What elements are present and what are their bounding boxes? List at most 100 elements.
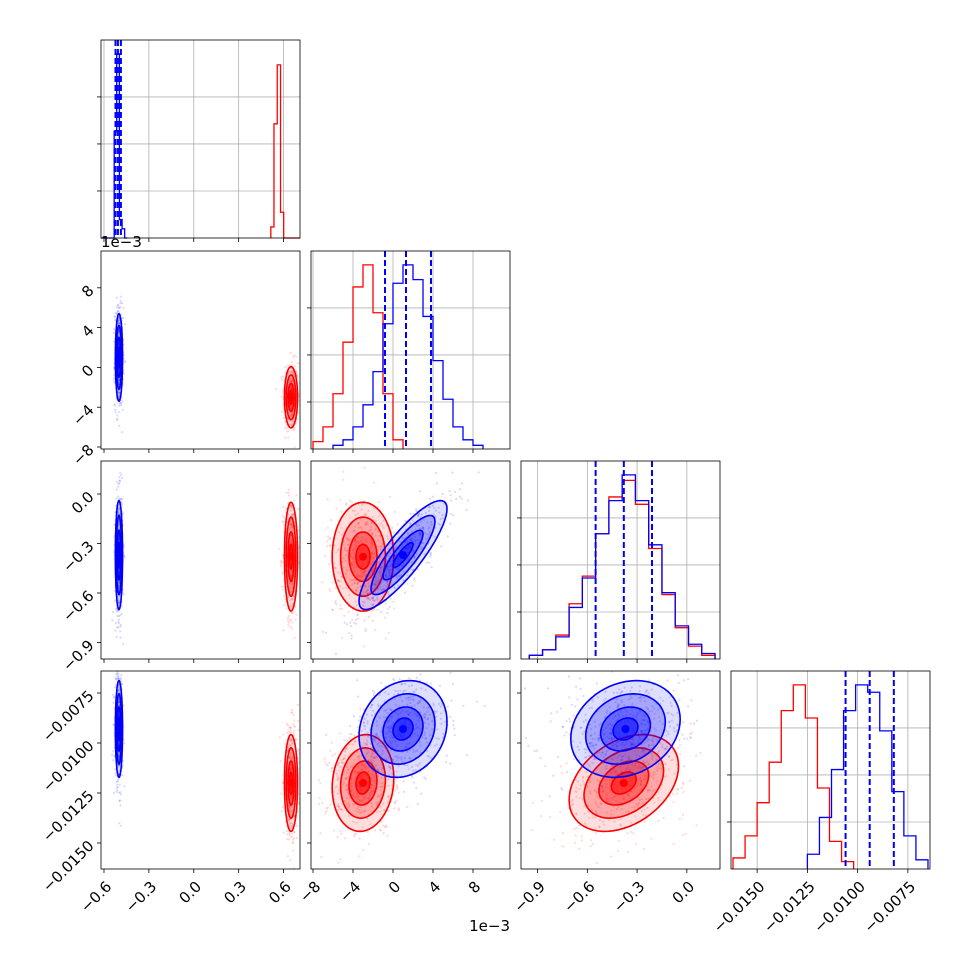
- sample-point-red: [353, 621, 356, 624]
- sample-point-blue: [417, 716, 420, 719]
- sample-point-blue: [378, 745, 381, 748]
- sample-point-red: [288, 380, 291, 383]
- sample-point-red: [622, 797, 625, 801]
- sample-point-red: [344, 748, 347, 751]
- sample-point-blue: [424, 737, 428, 740]
- sample-point-red: [393, 801, 396, 804]
- sample-point-blue: [379, 548, 382, 551]
- sample-point-red: [350, 778, 353, 781]
- sample-point-red: [367, 530, 370, 533]
- sample-point-red: [289, 380, 292, 383]
- sample-point-blue: [117, 678, 120, 681]
- sample-point-blue: [653, 727, 656, 730]
- sample-point-red: [631, 796, 634, 799]
- contour-blue: [382, 529, 424, 581]
- contour-red: [339, 746, 387, 820]
- sample-point-red: [611, 797, 614, 800]
- sample-point-blue: [113, 695, 116, 698]
- sample-point-red: [651, 743, 654, 746]
- sample-point-red: [672, 793, 675, 796]
- sample-point-red: [598, 818, 602, 822]
- sample-point-red: [282, 629, 285, 632]
- sample-point-blue: [392, 722, 395, 725]
- sample-point-red: [350, 501, 353, 504]
- sample-point-blue: [409, 757, 412, 760]
- sample-point-red: [588, 779, 591, 782]
- sample-point-red: [597, 806, 600, 809]
- sample-point-blue: [117, 523, 120, 526]
- sample-point-red: [670, 759, 673, 762]
- sample-point-red: [337, 805, 340, 808]
- sample-point-blue: [361, 604, 365, 607]
- sample-point-blue: [417, 539, 420, 542]
- sample-point-blue: [373, 552, 376, 555]
- sample-point-red: [387, 631, 390, 635]
- sample-point-blue: [118, 411, 121, 414]
- sample-point-red: [292, 373, 295, 376]
- sample-point-red: [292, 355, 295, 358]
- sample-point-blue: [423, 734, 426, 737]
- sample-point-red: [298, 801, 300, 804]
- sample-point-red: [370, 521, 373, 525]
- sample-point-blue: [664, 763, 667, 766]
- sample-point-blue: [116, 786, 119, 789]
- sample-point-red: [383, 588, 386, 591]
- sample-point-red: [389, 565, 392, 568]
- sample-point-red: [347, 802, 350, 805]
- sample-point-red: [355, 589, 358, 592]
- sample-point-red: [345, 747, 349, 750]
- sample-point-blue: [441, 514, 444, 517]
- sample-point-blue: [363, 717, 366, 720]
- sample-point-red: [398, 732, 402, 735]
- sample-point-blue: [367, 615, 370, 618]
- sample-point-red: [339, 858, 342, 861]
- sample-point-red: [561, 845, 565, 848]
- sample-point-red: [357, 617, 360, 621]
- sample-point-red: [331, 608, 334, 611]
- sample-point-red: [293, 719, 296, 722]
- mode-marker-red: [619, 779, 628, 787]
- sample-point-blue: [119, 305, 122, 309]
- sample-point-blue: [120, 474, 123, 477]
- sample-point-red: [353, 538, 356, 542]
- sample-point-blue: [344, 750, 347, 753]
- sample-point-red: [647, 797, 650, 800]
- sample-point-red: [371, 553, 374, 556]
- sample-point-blue: [116, 789, 119, 792]
- sample-point-red: [288, 818, 291, 821]
- sample-point-blue: [638, 734, 641, 738]
- sample-point-blue: [366, 720, 369, 723]
- sample-point-red: [289, 379, 292, 382]
- sample-point-red: [358, 755, 361, 758]
- sample-point-blue: [119, 677, 122, 680]
- sample-point-blue: [421, 526, 424, 529]
- sample-point-blue: [446, 535, 449, 538]
- sample-point-blue: [389, 767, 392, 770]
- sample-point-blue: [642, 732, 645, 736]
- contour-blue: [370, 514, 436, 596]
- sample-point-blue: [397, 557, 400, 560]
- sample-point-red: [292, 429, 295, 432]
- sample-point-blue: [402, 561, 406, 565]
- sample-point-red: [347, 805, 350, 809]
- sample-point-red: [331, 767, 334, 770]
- sample-point-red: [334, 567, 337, 570]
- sample-point-red: [370, 542, 373, 545]
- sample-point-red: [379, 570, 382, 573]
- sample-point-red: [331, 608, 334, 612]
- sample-point-red: [370, 609, 374, 612]
- sample-point-red: [617, 806, 620, 809]
- sample-point-red: [645, 689, 648, 693]
- sample-point-blue: [386, 664, 388, 666]
- sample-point-blue: [417, 702, 420, 705]
- sample-point-red: [359, 708, 362, 711]
- sample-point-red: [357, 553, 360, 556]
- sample-point-blue: [451, 471, 454, 474]
- sample-point-red: [582, 782, 586, 786]
- sample-point-red: [531, 829, 534, 832]
- sample-point-red: [575, 786, 578, 789]
- sample-point-red: [582, 775, 585, 778]
- sample-point-red: [291, 708, 294, 712]
- sample-point-red: [281, 514, 284, 517]
- sample-point-red: [572, 758, 576, 761]
